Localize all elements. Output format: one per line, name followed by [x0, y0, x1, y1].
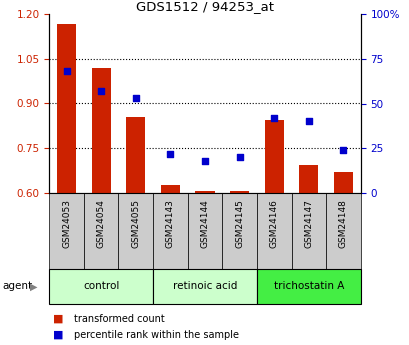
Point [63, 68, 70, 74]
Bar [264, 120, 283, 193]
Bar [222, 193, 256, 269]
Text: transformed count: transformed count [74, 314, 164, 324]
Text: GSM24143: GSM24143 [166, 199, 175, 248]
Bar [126, 117, 145, 193]
Bar [91, 68, 110, 193]
Text: ■: ■ [53, 330, 64, 339]
Text: trichostatin A: trichostatin A [273, 282, 343, 291]
Bar [187, 193, 222, 269]
Text: GSM24148: GSM24148 [338, 199, 347, 248]
Point [98, 88, 104, 94]
Bar [326, 193, 360, 269]
Text: ▶: ▶ [29, 282, 37, 291]
Point [132, 95, 139, 101]
Point [305, 119, 311, 124]
Bar [49, 193, 83, 269]
Bar [83, 193, 118, 269]
Point [167, 151, 173, 157]
Title: GDS1512 / 94253_at: GDS1512 / 94253_at [136, 0, 273, 13]
Bar [256, 193, 291, 269]
Bar [333, 172, 352, 193]
Point [270, 115, 277, 121]
Bar [299, 165, 318, 193]
Text: GSM24146: GSM24146 [269, 199, 278, 248]
Text: agent: agent [2, 282, 32, 291]
Text: ■: ■ [53, 314, 64, 324]
Bar [291, 193, 326, 269]
Text: GSM24144: GSM24144 [200, 199, 209, 248]
Bar [153, 193, 187, 269]
Text: GSM24145: GSM24145 [234, 199, 243, 248]
Bar [57, 24, 76, 193]
Bar [256, 269, 360, 304]
Bar [160, 185, 180, 193]
Bar [49, 269, 153, 304]
Point [236, 155, 242, 160]
Text: percentile rank within the sample: percentile rank within the sample [74, 330, 238, 339]
Text: retinoic acid: retinoic acid [172, 282, 237, 291]
Text: control: control [83, 282, 119, 291]
Bar [195, 191, 214, 193]
Text: GSM24055: GSM24055 [131, 199, 140, 248]
Text: GSM24053: GSM24053 [62, 199, 71, 248]
Bar [153, 269, 256, 304]
Text: GSM24147: GSM24147 [303, 199, 312, 248]
Point [201, 158, 208, 164]
Point [339, 147, 346, 153]
Bar [229, 191, 249, 193]
Text: GSM24054: GSM24054 [97, 199, 106, 248]
Bar [118, 193, 153, 269]
